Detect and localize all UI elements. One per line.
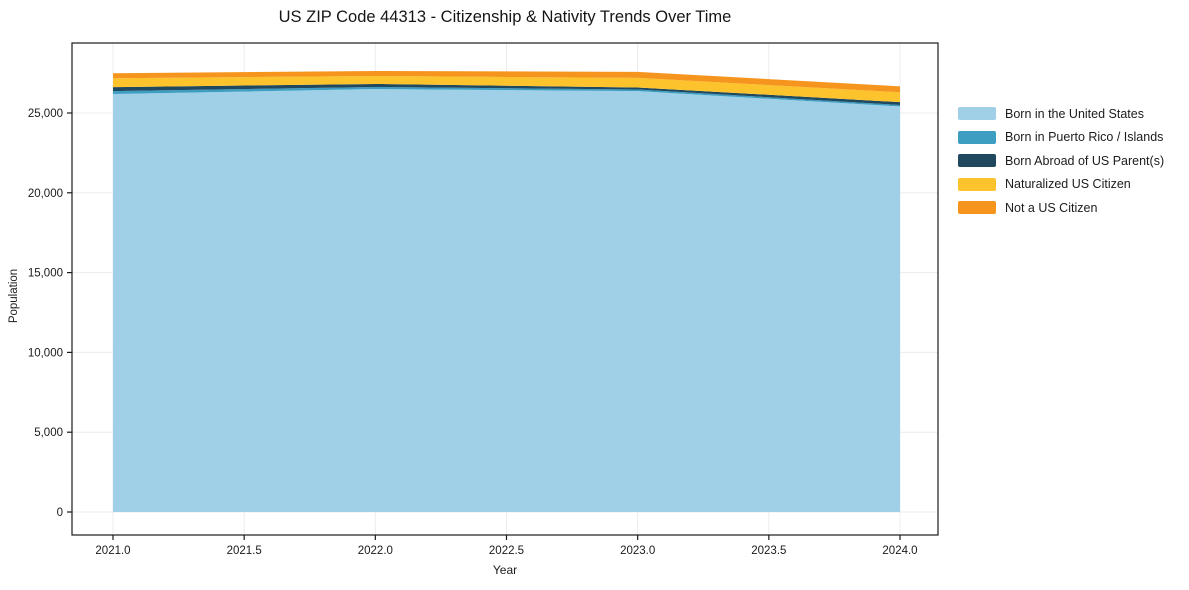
legend-swatch <box>958 177 996 191</box>
y-tick-label: 20,000 <box>28 188 63 200</box>
legend-swatch <box>958 154 996 168</box>
y-tick-label: 0 <box>57 507 63 519</box>
legend-item-born-in-the-united-states: Born in the United States <box>958 102 1164 126</box>
area-born-in-puerto-rico-islands <box>113 86 900 107</box>
area-born-in-the-united-states <box>113 89 900 512</box>
x-tick-label: 2022.0 <box>358 545 393 557</box>
area-naturalized-us-citizen <box>113 75 900 103</box>
area-born-abroad-of-us-parent-s <box>113 83 900 106</box>
legend: Born in the United States Born in Puerto … <box>958 102 1164 220</box>
legend-swatch <box>958 130 996 144</box>
y-tick-label: 10,000 <box>28 347 63 359</box>
legend-label: Born in the United States <box>1005 106 1144 121</box>
chart-title: US ZIP Code 44313 - Citizenship & Nativi… <box>278 8 732 26</box>
x-tick-label: 2023.5 <box>751 545 786 557</box>
x-tick-label: 2022.5 <box>489 545 524 557</box>
x-axis-label: Year <box>492 563 518 577</box>
legend-item-naturalized-us-citizen: Naturalized US Citizen <box>958 173 1164 197</box>
y-tick-label: 25,000 <box>28 108 63 120</box>
legend-item-not-a-us-citizen: Not a US Citizen <box>958 196 1164 220</box>
x-tick-label: 2024.0 <box>882 545 917 557</box>
stacked-areas <box>113 71 900 512</box>
legend-item-born-in-puerto-rico-islands: Born in Puerto Rico / Islands <box>958 126 1164 150</box>
y-tick-label: 5,000 <box>34 427 63 439</box>
x-tick-label: 2021.0 <box>95 545 130 557</box>
axis-ticks: 2021.0 2021.5 2022.0 2022.5 2023.0 2023.5 2024… <box>28 108 918 557</box>
plot-frame <box>71 42 939 536</box>
area-not-a-us-citizen <box>113 71 900 93</box>
x-tick-label: 2021.5 <box>227 545 262 557</box>
legend-swatch <box>958 201 996 215</box>
legend-label: Not a US Citizen <box>1005 200 1098 215</box>
legend-label: Naturalized US Citizen <box>1005 177 1131 192</box>
x-tick-label: 2023.0 <box>620 545 655 557</box>
legend-swatch <box>958 107 996 121</box>
legend-item-born-abroad-of-us-parent-s: Born Abroad of US Parent(s) <box>958 149 1164 173</box>
legend-label: Born in Puerto Rico / Islands <box>1005 130 1164 145</box>
y-tick-label: 15,000 <box>28 268 63 280</box>
legend-label: Born Abroad of US Parent(s) <box>1005 153 1165 168</box>
